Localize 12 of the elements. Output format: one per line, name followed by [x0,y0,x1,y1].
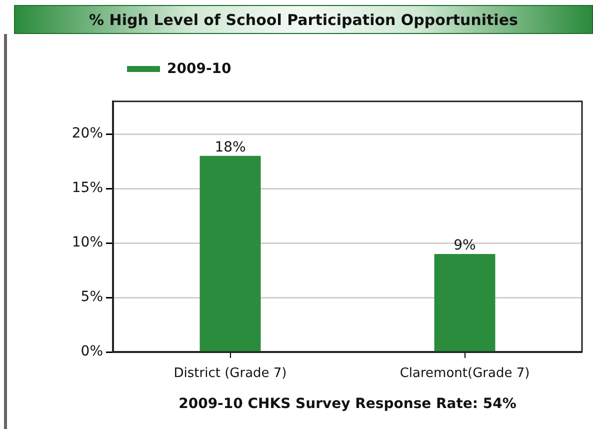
y-tick-label: 15% [72,180,103,196]
x-axis-title: 2009-10 CHKS Survey Response Rate: 54% [178,396,516,412]
y-tick-label: 20% [72,126,103,142]
x-tick-label: District (Grade 7) [174,366,287,382]
chart-title: % High Level of School Participation Opportunities [14,5,593,34]
y-tick-label: 5% [80,289,103,306]
y-tick-label: 0% [80,344,103,360]
legend-label: 2009-10 [167,61,232,77]
y-tick-label: 10% [72,234,103,251]
x-tick-label: Claremont(Grade 7) [400,366,530,382]
data-label: 18% [214,140,246,156]
data-label: 9% [454,238,476,254]
